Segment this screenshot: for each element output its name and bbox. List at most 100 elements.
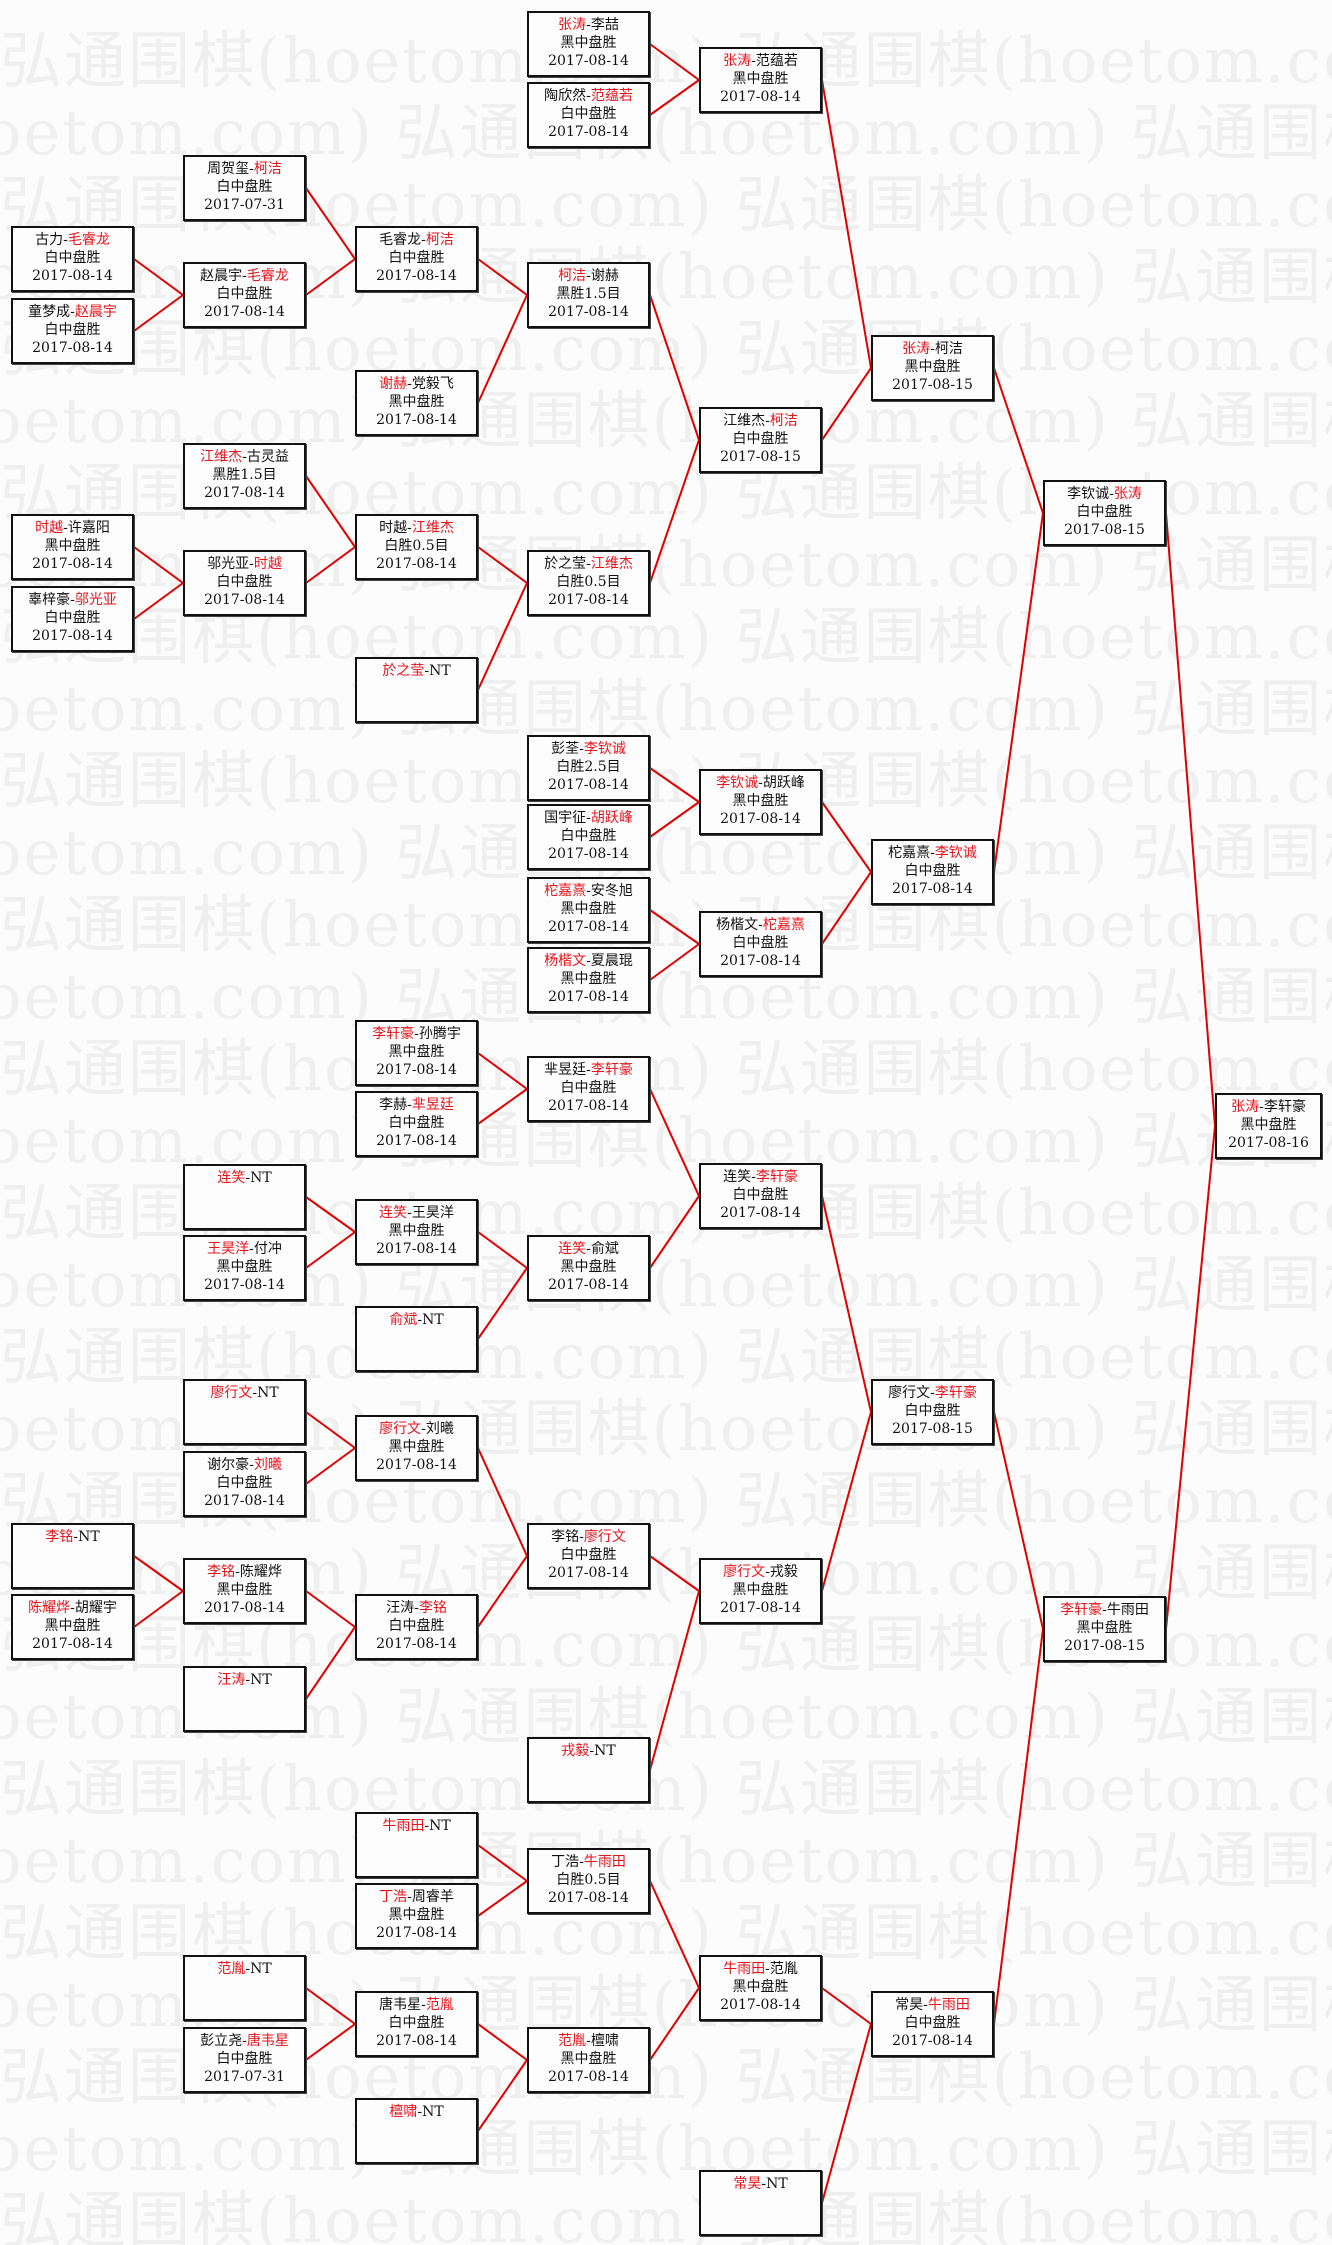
loser-name[interactable]: 彭立尧 [200, 2033, 243, 2049]
loser-name[interactable]: 夏晨琨 [590, 953, 633, 969]
winner-name[interactable]: 李轩豪 [1060, 1602, 1103, 1618]
loser-name[interactable]: NT [250, 1961, 272, 1977]
loser-name[interactable]: NT [78, 1529, 100, 1545]
match-box[interactable]: 时越-江维杰 白胜0.5目 2017-08-14 [355, 514, 478, 580]
loser-name[interactable]: 赵晨宇 [200, 268, 243, 284]
match-box[interactable]: 柁嘉熹-安冬旭 黑中盘胜 2017-08-14 [527, 877, 650, 943]
winner-name[interactable]: 柁嘉熹 [544, 883, 587, 899]
match-box[interactable]: 於之莹-NT [355, 657, 478, 723]
winner-name[interactable]: 廖行文 [583, 1529, 626, 1545]
loser-name[interactable]: 江维杰 [723, 413, 766, 429]
winner-name[interactable]: 江维杰 [411, 520, 454, 536]
winner-name[interactable]: 邬光亚 [74, 592, 117, 608]
loser-name[interactable]: 李赫 [379, 1097, 408, 1113]
winner-name[interactable]: 连笑 [217, 1170, 246, 1186]
match-box[interactable]: 辜梓豪-邬光亚 白中盘胜 2017-08-14 [11, 586, 134, 652]
winner-name[interactable]: 范胤 [425, 1997, 454, 2013]
match-box[interactable]: 周贺玺-柯洁 白中盘胜 2017-07-31 [183, 155, 306, 221]
winner-name[interactable]: 李钦诚 [716, 775, 759, 791]
loser-name[interactable]: 常昊 [895, 1997, 924, 2013]
match-box[interactable]: 江维杰-古灵益 黑胜1.5目 2017-08-14 [183, 443, 306, 509]
winner-name[interactable]: 张涛 [902, 341, 931, 357]
winner-name[interactable]: 谢赫 [379, 376, 408, 392]
match-box[interactable]: 檀啸-NT [355, 2098, 478, 2164]
match-box[interactable]: 国宇征-胡跃峰 白中盘胜 2017-08-14 [527, 804, 650, 870]
match-box[interactable]: 连笑-王昊洋 黑中盘胜 2017-08-14 [355, 1199, 478, 1265]
winner-name[interactable]: 李轩豪 [755, 1169, 798, 1185]
match-box[interactable]: 连笑-俞斌 黑中盘胜 2017-08-14 [527, 1235, 650, 1301]
loser-name[interactable]: NT [422, 2104, 444, 2120]
match-box[interactable]: 彭荃-李钦诚 白胜2.5目 2017-08-14 [527, 735, 650, 801]
loser-name[interactable]: 毛睿龙 [379, 232, 422, 248]
loser-name[interactable]: 牛雨田 [1106, 1602, 1149, 1618]
winner-name[interactable]: 陈耀烨 [28, 1600, 71, 1616]
loser-name[interactable]: 彭荃 [551, 741, 580, 757]
loser-name[interactable]: 古力 [35, 232, 64, 248]
match-box[interactable]: 毛睿龙-柯洁 白中盘胜 2017-08-14 [355, 226, 478, 292]
winner-name[interactable]: 李轩豪 [372, 1026, 415, 1042]
match-box[interactable]: 牛雨田-范胤 黑中盘胜 2017-08-14 [699, 1955, 822, 2021]
match-box[interactable]: 张涛-李喆 黑中盘胜 2017-08-14 [527, 11, 650, 77]
loser-name[interactable]: 芈昱廷 [544, 1062, 587, 1078]
match-box[interactable]: 谢尔豪-刘曦 白中盘胜 2017-08-14 [183, 1451, 306, 1517]
winner-name[interactable]: 李铭 [418, 1600, 447, 1616]
loser-name[interactable]: 谢赫 [590, 268, 619, 284]
match-box[interactable]: 汪涛-NT [183, 1666, 306, 1732]
winner-name[interactable]: 廖行文 [210, 1385, 253, 1401]
loser-name[interactable]: 胡跃峰 [762, 775, 805, 791]
winner-name[interactable]: 柯洁 [769, 413, 798, 429]
loser-name[interactable]: 刘曦 [425, 1421, 454, 1437]
loser-name[interactable]: 周睿羊 [411, 1889, 454, 1905]
match-box[interactable]: 李轩豪-牛雨田 黑中盘胜 2017-08-15 [1043, 1596, 1166, 1662]
match-box[interactable]: 范胤-檀啸 黑中盘胜 2017-08-14 [527, 2027, 650, 2093]
winner-name[interactable]: 江维杰 [200, 449, 243, 465]
loser-name[interactable]: 时越 [379, 520, 408, 536]
loser-name[interactable]: NT [250, 1672, 272, 1688]
match-box[interactable]: 汪涛-李铭 白中盘胜 2017-08-14 [355, 1594, 478, 1660]
winner-name[interactable]: 李轩豪 [590, 1062, 633, 1078]
loser-name[interactable]: 丁浩 [551, 1854, 580, 1870]
winner-name[interactable]: 连笑 [379, 1205, 408, 1221]
loser-name[interactable]: NT [422, 1312, 444, 1328]
loser-name[interactable]: 范蕴若 [755, 53, 798, 69]
winner-name[interactable]: 连笑 [558, 1241, 587, 1257]
match-box[interactable]: 李铭-NT [11, 1523, 134, 1589]
match-box[interactable]: 廖行文-李轩豪 白中盘胜 2017-08-15 [871, 1379, 994, 1445]
match-box[interactable]: 柯洁-谢赫 黑胜1.5目 2017-08-14 [527, 262, 650, 328]
winner-name[interactable]: 毛睿龙 [246, 268, 289, 284]
winner-name[interactable]: 时越 [253, 556, 282, 572]
loser-name[interactable]: 许嘉阳 [67, 520, 110, 536]
winner-name[interactable]: 时越 [35, 520, 64, 536]
match-box[interactable]: 丁浩-牛雨田 白胜0.5目 2017-08-14 [527, 1848, 650, 1914]
winner-name[interactable]: 柁嘉熹 [762, 917, 805, 933]
match-box[interactable]: 李轩豪-孙腾宇 黑中盘胜 2017-08-14 [355, 1020, 478, 1086]
match-box[interactable]: 廖行文-刘曦 黑中盘胜 2017-08-14 [355, 1415, 478, 1481]
loser-name[interactable]: 付冲 [253, 1241, 282, 1257]
match-box[interactable]: 江维杰-柯洁 白中盘胜 2017-08-15 [699, 407, 822, 473]
match-box[interactable]: 柁嘉熹-李钦诚 白中盘胜 2017-08-14 [871, 839, 994, 905]
loser-name[interactable]: 连笑 [723, 1169, 752, 1185]
match-box[interactable]: 王昊洋-付冲 黑中盘胜 2017-08-14 [183, 1235, 306, 1301]
loser-name[interactable]: 檀啸 [590, 2033, 619, 2049]
match-box[interactable]: 李铭-廖行文 白中盘胜 2017-08-14 [527, 1523, 650, 1589]
loser-name[interactable]: 柯洁 [934, 341, 963, 357]
winner-name[interactable]: 江维杰 [590, 556, 633, 572]
winner-name[interactable]: 李钦诚 [934, 845, 977, 861]
loser-name[interactable]: 胡耀宇 [74, 1600, 117, 1616]
loser-name[interactable]: 於之莹 [544, 556, 587, 572]
winner-name[interactable]: 范胤 [217, 1961, 246, 1977]
winner-name[interactable]: 张涛 [558, 17, 587, 33]
winner-name[interactable]: 张涛 [1113, 486, 1142, 502]
winner-name[interactable]: 戎毅 [561, 1743, 590, 1759]
match-box[interactable]: 戎毅-NT [527, 1737, 650, 1803]
winner-name[interactable]: 俞斌 [389, 1312, 418, 1328]
match-box[interactable]: 彭立尧-唐韦星 白中盘胜 2017-07-31 [183, 2027, 306, 2093]
loser-name[interactable]: NT [766, 2176, 788, 2192]
winner-name[interactable]: 张涛 [1231, 1099, 1260, 1115]
loser-name[interactable]: NT [250, 1170, 272, 1186]
loser-name[interactable]: 国宇征 [544, 810, 587, 826]
loser-name[interactable]: 李喆 [590, 17, 619, 33]
winner-name[interactable]: 杨楷文 [544, 953, 587, 969]
match-box[interactable]: 李铭-陈耀烨 黑中盘胜 2017-08-14 [183, 1558, 306, 1624]
match-box[interactable]: 李赫-芈昱廷 白中盘胜 2017-08-14 [355, 1091, 478, 1157]
